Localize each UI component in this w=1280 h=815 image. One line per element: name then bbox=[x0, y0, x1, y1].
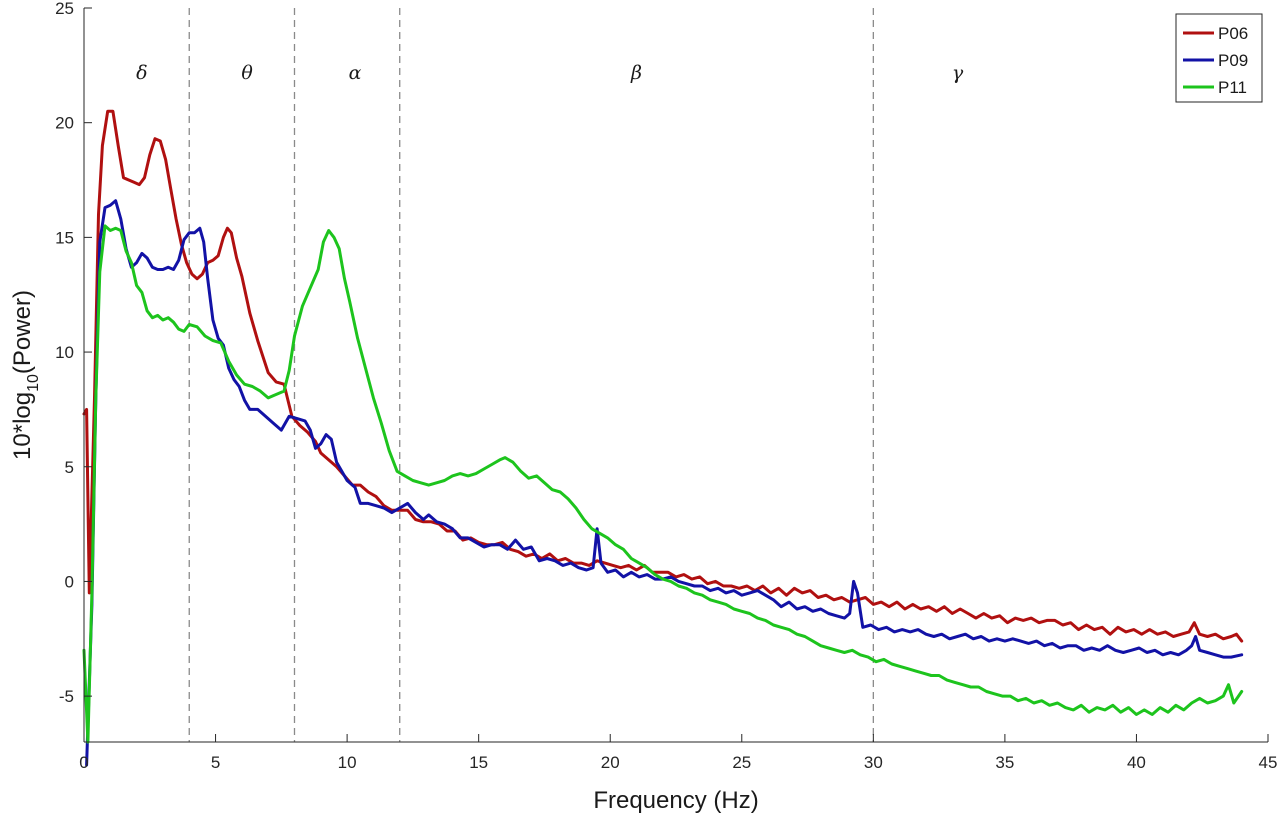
legend-label-p11: P11 bbox=[1218, 78, 1247, 97]
band-boundaries bbox=[188, 8, 874, 742]
band-label-0: δ bbox=[136, 62, 147, 84]
y-axis-title-suffix: (Power) bbox=[9, 290, 36, 374]
axes bbox=[83, 8, 1268, 743]
x-tick-label-0: 0 bbox=[79, 753, 88, 772]
series-line-p11 bbox=[82, 224, 1244, 744]
x-tick-label-3: 15 bbox=[469, 753, 488, 772]
series-lines bbox=[82, 109, 1244, 767]
band-label-2: α bbox=[349, 62, 362, 84]
y-axis-title: 10*log10(Power) bbox=[9, 290, 42, 460]
legend-label-p06: P06 bbox=[1218, 24, 1248, 43]
y-tick-label-5: 20 bbox=[55, 114, 74, 133]
x-tick-label-7: 35 bbox=[995, 753, 1014, 772]
x-tick-label-1: 5 bbox=[211, 753, 220, 772]
y-ticks: -5 0 5 10 15 20 25 bbox=[55, 0, 92, 706]
series-line-p09 bbox=[85, 199, 1244, 767]
x-tick-label-2: 10 bbox=[338, 753, 357, 772]
band-label-1: θ bbox=[241, 62, 253, 84]
x-tick-label-5: 25 bbox=[732, 753, 751, 772]
y-tick-label-4: 15 bbox=[55, 228, 74, 247]
band-label-4: γ bbox=[952, 62, 964, 84]
y-tick-label-3: 10 bbox=[55, 343, 74, 362]
y-axis-title-prefix: 10*log bbox=[9, 392, 36, 460]
series-line-p06 bbox=[82, 109, 1244, 643]
legend-label-p09: P09 bbox=[1218, 51, 1248, 70]
x-tick-label-8: 40 bbox=[1127, 753, 1146, 772]
x-tick-label-9: 45 bbox=[1259, 753, 1278, 772]
y-axis-title-subscript: 10 bbox=[25, 374, 42, 392]
band-label-3: β bbox=[630, 62, 642, 84]
x-tick-label-4: 20 bbox=[601, 753, 620, 772]
y-tick-label-0: -5 bbox=[59, 687, 74, 706]
y-tick-label-1: 0 bbox=[65, 572, 74, 591]
x-axis-title: Frequency (Hz) bbox=[593, 787, 758, 814]
legend: P06 P09 P11 bbox=[1175, 13, 1263, 103]
x-tick-label-6: 30 bbox=[864, 753, 883, 772]
y-tick-label-2: 5 bbox=[65, 458, 74, 477]
y-tick-label-6: 25 bbox=[55, 0, 74, 18]
x-ticks: 0 5 10 15 20 25 30 35 40 45 bbox=[79, 734, 1277, 772]
